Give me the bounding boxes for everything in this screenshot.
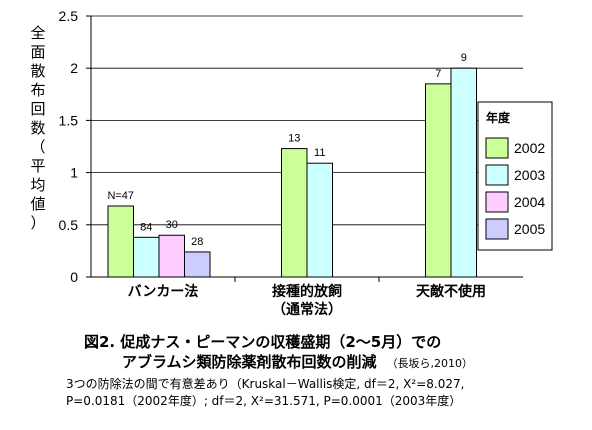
y-tick-label: 1.5: [59, 112, 79, 128]
y-tick-label: 2: [70, 60, 78, 76]
data-label: 30: [166, 219, 178, 231]
y-tick-label: 2.5: [59, 8, 79, 24]
legend-label: 2004: [514, 194, 545, 210]
y-tick-label: 0.5: [59, 217, 79, 233]
x-tick-label: 接種的放飼: [272, 283, 342, 300]
legend-title: 年度: [486, 110, 511, 125]
legend-label: 2002: [514, 140, 545, 156]
bar-chart: 0 0.5 1 1.5 2 2.5 全面散布回数（平均値） N=47 84 30 28 バンカー法 13…: [30, 8, 553, 318]
figure-caption-source: （長坂ら,2010）: [386, 357, 474, 370]
figure-caption-line2-text: アブラムシ類防除薬剤散布回数の削減: [122, 353, 377, 371]
data-label: 13: [288, 133, 300, 145]
bar: [184, 251, 211, 278]
data-label: 84: [140, 221, 152, 233]
bar: [107, 205, 134, 278]
legend-swatch: [485, 164, 509, 186]
data-label: N=47: [107, 190, 134, 202]
bar: [306, 162, 333, 278]
x-tick-label: バンカー法: [128, 283, 199, 300]
x-tick-label: 天敵不使用: [416, 283, 486, 300]
legend-swatch: [485, 137, 509, 159]
y-axis-label: 全面散布回数（平均値）: [30, 24, 45, 232]
bar: [158, 234, 185, 278]
stat-note-line1: 3つの防除法の間で有意差あり（Kruskal－Wallis検定, df＝2, X…: [66, 377, 465, 391]
figure-caption-line2: アブラムシ類防除薬剤散布回数の削減 （長坂ら,2010）: [122, 351, 473, 372]
data-label: 7: [435, 68, 441, 80]
legend-label: 2003: [514, 167, 545, 183]
stat-note-line2: P=0.0181（2002年度）; df＝2, X²=31.571, P=0.0…: [66, 394, 462, 408]
bar: [425, 83, 452, 278]
bar: [133, 236, 160, 278]
data-label: 9: [461, 52, 467, 64]
figure-caption-line1: 図2. 促成ナス・ピーマンの収穫盛期（2～5月）での: [84, 333, 442, 351]
data-label: 11: [314, 147, 325, 159]
data-label: 28: [191, 236, 203, 248]
bar: [281, 148, 308, 278]
legend-swatch: [485, 218, 509, 240]
legend-label: 2005: [514, 221, 545, 237]
y-tick-label: 1: [70, 165, 78, 181]
y-tick-label: 0: [70, 269, 78, 285]
legend-swatch: [485, 191, 509, 213]
bar: [450, 67, 477, 278]
x-tick-label: （通常法）: [272, 301, 342, 318]
